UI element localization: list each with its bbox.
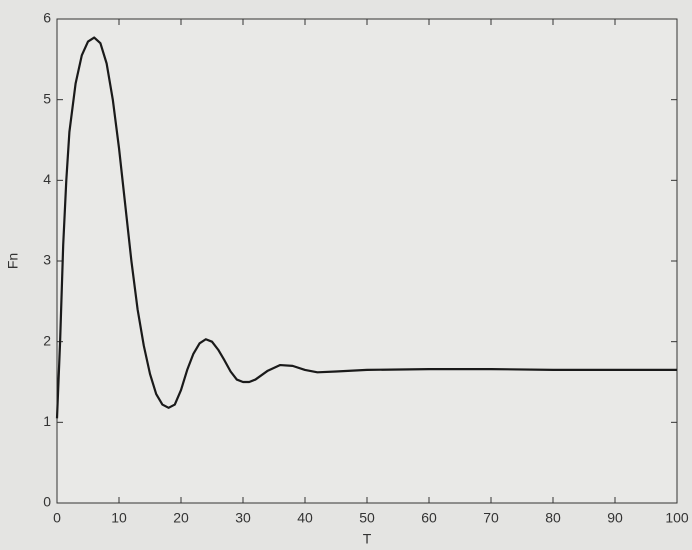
x-tick-label: 80: [545, 510, 561, 526]
x-tick-label: 60: [421, 510, 437, 526]
x-tick-label: 90: [607, 510, 623, 526]
y-tick-label: 2: [43, 332, 51, 348]
x-tick-label: 40: [297, 510, 313, 526]
x-axis-label: T: [363, 531, 372, 547]
y-tick-label: 0: [43, 494, 51, 510]
x-tick-label: 50: [359, 510, 375, 526]
data-line: [55, 36, 677, 419]
y-tick-label: 4: [43, 171, 51, 187]
plot-frame: [56, 18, 678, 504]
x-tick-label: 20: [173, 510, 189, 526]
x-tick-label: 10: [111, 510, 127, 526]
y-tick-label: 1: [43, 413, 51, 429]
x-tick-label: 100: [665, 510, 689, 526]
y-axis-label: Fn: [5, 253, 21, 269]
x-tick-label: 0: [53, 510, 61, 526]
y-tick-label: 3: [43, 252, 51, 268]
y-tick-label: 6: [43, 10, 51, 26]
x-tick-label: 30: [235, 510, 251, 526]
y-tick-label: 5: [43, 90, 51, 106]
x-tick-label: 70: [483, 510, 499, 526]
